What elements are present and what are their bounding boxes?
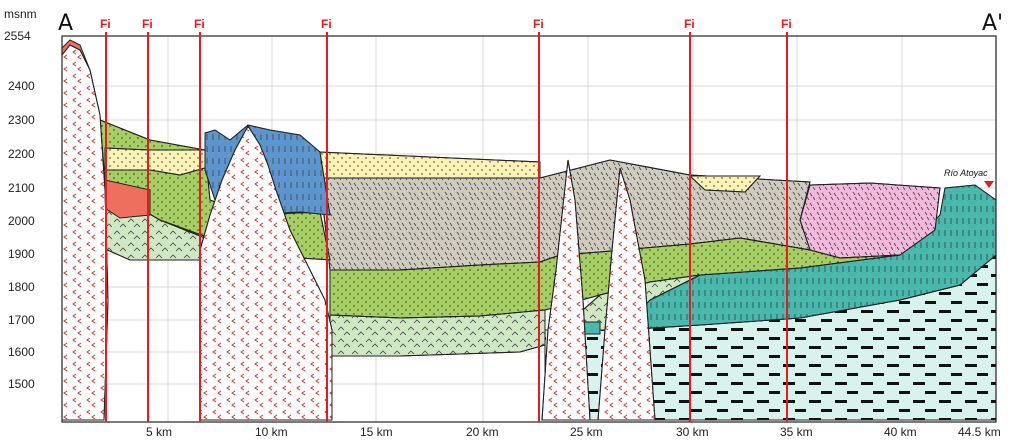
river-label: Río Atoyac <box>944 168 988 178</box>
x-tick-label: 44.5 km <box>958 425 1001 439</box>
y-tick-label: 1800 <box>8 280 35 294</box>
fault-label: Fi <box>100 17 111 31</box>
y-tick-label: 1700 <box>8 313 35 327</box>
fault-label: Fi <box>142 17 153 31</box>
x-tick-label: 40 km <box>884 425 917 439</box>
y-tick-label: 2100 <box>8 181 35 195</box>
fault-label: Fi <box>533 17 544 31</box>
y-top-label: 2554 <box>4 29 31 43</box>
x-tick-label: 30 km <box>676 425 709 439</box>
y-tick-label: 2000 <box>8 214 35 228</box>
geologic-units <box>61 39 997 421</box>
y-tick-label: 2300 <box>8 113 35 127</box>
y-tick-label: 1500 <box>8 377 35 391</box>
fault-label: Fi <box>321 17 332 31</box>
y-tick-label: 2400 <box>8 79 35 93</box>
river-marker-icon <box>984 181 994 188</box>
x-tick-label: 35 km <box>780 425 813 439</box>
x-tick-label: 25 km <box>570 425 603 439</box>
x-tick-label: 15 km <box>360 425 393 439</box>
y-unit-label: msnm <box>4 7 37 21</box>
fault-label: Fi <box>781 17 792 31</box>
plot-frame <box>61 35 997 423</box>
x-tick-label: 5 km <box>146 425 172 439</box>
y-tick-label: 2200 <box>8 147 35 161</box>
y-tick-label: 1600 <box>8 345 35 359</box>
section-end-label: A' <box>982 11 1003 36</box>
x-tick-label: 20 km <box>466 425 499 439</box>
x-tick-label: 10 km <box>255 425 288 439</box>
fault-lines <box>105 32 788 422</box>
section-start-label: A <box>58 11 73 36</box>
y-tick-label: 1900 <box>8 247 35 261</box>
fault-label: Fi <box>194 17 205 31</box>
fault-label: Fi <box>684 17 695 31</box>
